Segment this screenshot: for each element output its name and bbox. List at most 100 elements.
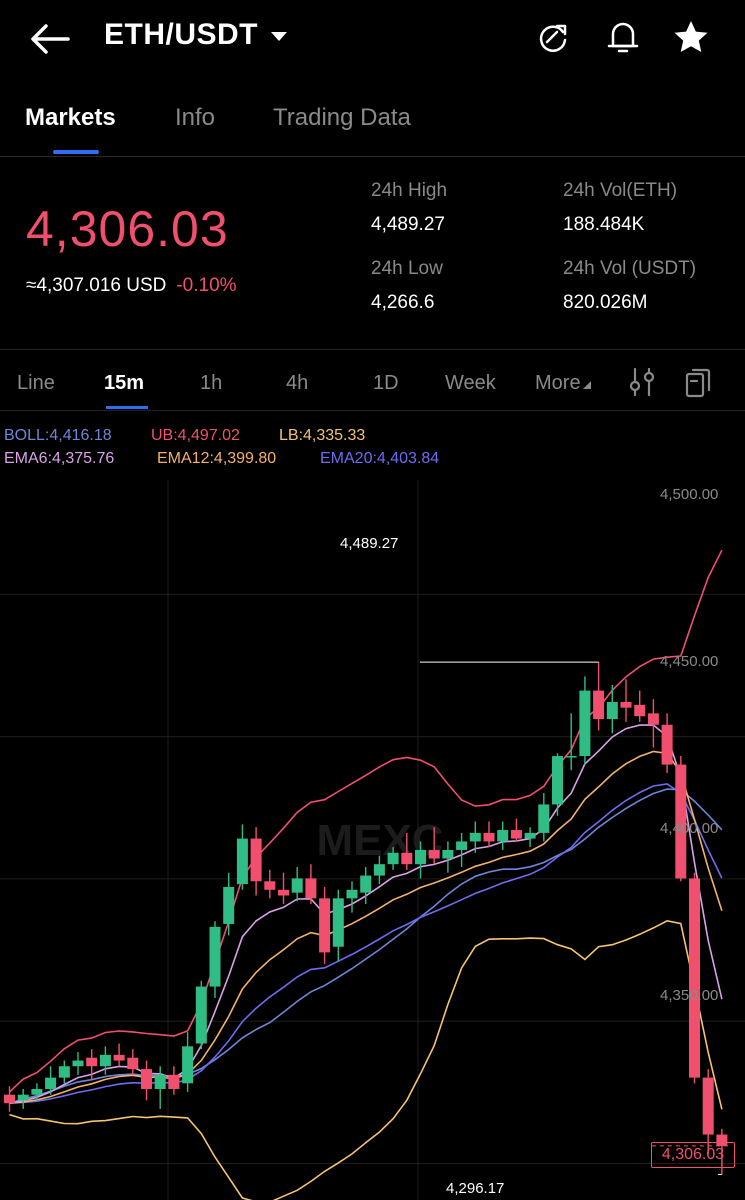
y-tick-4350: 4,350.00 xyxy=(660,987,719,1004)
candle-body xyxy=(305,878,317,899)
ema20-readout: EMA20:4,403.84 xyxy=(320,450,440,467)
boll-mid-line xyxy=(9,788,723,1104)
price-change: -0.10% xyxy=(176,275,237,296)
candle-body xyxy=(606,701,618,720)
candle-body xyxy=(264,881,276,890)
active-timeframe-indicator xyxy=(106,406,148,409)
boll-readout: BOLL:4,416.18 xyxy=(4,427,112,444)
candle-body xyxy=(86,1057,98,1067)
candle-body xyxy=(99,1054,111,1067)
candlestick-chart[interactable]: MEXC xyxy=(0,480,745,1200)
indicator-settings-icon[interactable] xyxy=(628,366,656,398)
bell-icon[interactable] xyxy=(605,18,641,56)
tab-info[interactable]: Info xyxy=(175,104,216,131)
y-tick-4500: 4,500.00 xyxy=(660,486,719,503)
candle-body xyxy=(236,838,248,885)
candle-body xyxy=(387,852,399,865)
candle-body xyxy=(689,878,700,1078)
usd-value-text: ≈4,307.016 USD xyxy=(26,275,167,296)
candle-body xyxy=(113,1054,125,1061)
candle-body xyxy=(223,886,235,924)
low-value: 4,266.6 xyxy=(371,292,435,313)
candle-body xyxy=(552,756,563,805)
chart-grid xyxy=(0,480,745,1200)
timeframe-1d[interactable]: 1D xyxy=(373,372,399,394)
star-icon[interactable] xyxy=(672,19,710,55)
candles xyxy=(4,662,728,1175)
candle-body xyxy=(716,1134,728,1146)
candle-body xyxy=(319,898,331,953)
candle-body xyxy=(428,849,440,859)
candle-body xyxy=(4,1094,15,1104)
timeframe-4h[interactable]: 4h xyxy=(286,372,309,394)
timeframe-line[interactable]: Line xyxy=(17,372,55,394)
candle-body xyxy=(154,1074,166,1090)
vol-usdt-label: 24h Vol (USDT) xyxy=(563,258,697,279)
candle-body xyxy=(373,864,385,876)
candle-body xyxy=(31,1089,43,1095)
candle-body xyxy=(332,898,344,947)
timeframe-more[interactable]: More xyxy=(535,372,591,395)
ema12-line xyxy=(9,750,723,1104)
vol-usdt-value: 820.026M xyxy=(563,292,648,313)
candle-body xyxy=(360,875,372,893)
vol-eth-value: 188.484K xyxy=(563,214,645,235)
refresh-icon[interactable] xyxy=(535,20,571,56)
candle-body xyxy=(620,701,632,708)
high-value: 4,489.27 xyxy=(371,214,445,235)
candle-body xyxy=(346,889,358,899)
ema6-line xyxy=(9,724,723,1104)
high-label: 24h High xyxy=(371,180,448,201)
candle-body xyxy=(442,849,454,859)
timeframe-1h[interactable]: 1h xyxy=(200,372,223,394)
candle-body xyxy=(702,1077,714,1135)
usd-value: ≈4,307.016 USD -0.10% xyxy=(26,275,237,297)
section-tabs: Markets Info Trading Data xyxy=(0,96,745,157)
boll-lower-line xyxy=(9,920,723,1200)
vol-eth-label: 24h Vol(ETH) xyxy=(563,180,678,201)
low-annotation: 4,296.17 xyxy=(446,1180,505,1197)
candle-body xyxy=(579,690,591,757)
candle-body xyxy=(538,804,550,833)
candle-body xyxy=(593,690,605,720)
chart-layout-icon[interactable] xyxy=(684,366,714,398)
candle-body xyxy=(401,852,413,865)
candle-body xyxy=(524,832,536,839)
divider xyxy=(0,349,745,350)
corner-triangle-icon xyxy=(582,381,591,389)
candle-body xyxy=(58,1066,70,1078)
timeframe-more-label: More xyxy=(535,372,581,394)
candle-body xyxy=(634,704,646,717)
timeframe-15m[interactable]: 15m xyxy=(104,372,145,394)
divider xyxy=(0,410,745,411)
arrow-left-icon[interactable] xyxy=(28,22,72,56)
pair-title: ETH/USDT xyxy=(104,18,258,51)
candle-body xyxy=(469,832,481,842)
candle-body xyxy=(497,830,509,842)
candle-body xyxy=(195,986,207,1044)
candle-body xyxy=(45,1077,57,1090)
candle-body xyxy=(675,764,687,879)
candle-body xyxy=(661,724,673,765)
active-tab-indicator xyxy=(53,150,99,154)
top-bar: ETH/USDT xyxy=(0,0,745,78)
candle-body xyxy=(209,926,221,987)
y-tick-4450: 4,450.00 xyxy=(660,653,719,670)
last-price: 4,306.03 xyxy=(26,201,229,257)
high-annotation: 4,489.27 xyxy=(340,535,399,552)
last-price-label: 4,306.03 xyxy=(651,1142,735,1168)
y-tick-4400: 4,400.00 xyxy=(660,820,719,837)
pair-selector[interactable]: ETH/USDT xyxy=(104,18,289,52)
candle-body xyxy=(278,889,289,896)
candle-body xyxy=(127,1057,139,1070)
tab-markets[interactable]: Markets xyxy=(25,104,116,131)
ema6-readout: EMA6:4,375.76 xyxy=(4,450,115,467)
ub-readout: UB:4,497.02 xyxy=(151,427,240,444)
indicator-lines xyxy=(8,549,723,1200)
candle-body xyxy=(291,878,303,893)
tab-trading-data[interactable]: Trading Data xyxy=(273,104,411,131)
timeframe-week[interactable]: Week xyxy=(445,372,496,394)
low-label: 24h Low xyxy=(371,258,443,279)
ema12-readout: EMA12:4,399.80 xyxy=(157,450,277,467)
candle-body xyxy=(415,849,426,865)
